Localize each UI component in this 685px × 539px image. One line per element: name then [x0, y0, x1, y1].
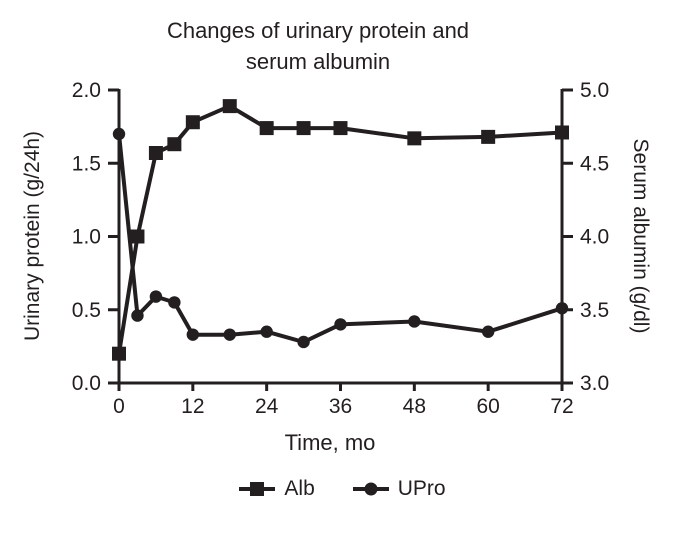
circle-data-marker — [481, 325, 495, 338]
x-tick-label: 60 — [476, 395, 499, 418]
circle-data-marker — [186, 328, 200, 341]
legend-item-alb: Alb — [239, 477, 315, 501]
circle-data-marker — [555, 302, 569, 315]
tick-labels: 0.0 0.5 1.0 1.5 2.0 3.0 3.5 4.0 4.5 5.0 0 12 24 36 48 6… — [72, 79, 609, 418]
y-tick-label-left: 1.5 — [72, 152, 101, 175]
x-tick-label: 24 — [255, 395, 279, 418]
y-tick-label-right: 3.0 — [580, 372, 609, 395]
square-data-marker — [130, 229, 145, 244]
circle-data-marker — [168, 296, 181, 309]
square-data-marker — [185, 115, 200, 130]
square-data-marker — [167, 137, 182, 152]
x-tick-label: 36 — [329, 395, 352, 418]
chart-title: Changes of urinary protein and serum alb… — [166, 18, 470, 74]
x-tick-label: 12 — [181, 395, 204, 418]
circle-data-marker — [131, 309, 144, 322]
circle-data-marker — [408, 315, 421, 328]
circle-data-marker — [260, 325, 273, 338]
y-tick-label-right: 5.0 — [580, 79, 609, 102]
square-marker-icon — [239, 482, 276, 496]
circle-marker-icon — [352, 482, 389, 496]
square-data-marker — [112, 346, 126, 361]
legend-label-alb: Alb — [284, 477, 315, 500]
series-upro — [112, 127, 569, 349]
square-data-marker — [407, 131, 422, 146]
x-tick-label: 48 — [403, 395, 426, 418]
y-tick-label-right: 4.0 — [580, 226, 609, 249]
x-axis-label: Time, mo — [284, 430, 376, 455]
x-tick-label: 0 — [113, 395, 125, 418]
y-tick-label-right: 4.5 — [580, 152, 609, 175]
square-data-marker — [481, 129, 496, 144]
legend-item-upro: UPro — [352, 477, 446, 501]
square-data-marker — [148, 145, 163, 160]
circle-data-marker — [149, 290, 163, 303]
series-alb-line — [117, 103, 563, 355]
circle-data-marker — [334, 318, 347, 331]
y-tick-label-left: 2.0 — [72, 79, 101, 102]
y-tick-label-left: 0.0 — [72, 372, 101, 395]
y-axis-label-left: Urinary protein (g/24h) — [21, 130, 44, 342]
square-data-marker — [222, 99, 237, 114]
circle-data-marker — [112, 127, 126, 141]
square-data-marker — [555, 125, 569, 140]
x-tick-label: 72 — [550, 395, 573, 418]
y-tick-label-left: 0.5 — [72, 299, 101, 322]
y-tick-label-right: 3.5 — [580, 299, 609, 322]
series-upro-line — [117, 133, 563, 345]
circle-data-marker — [223, 328, 236, 341]
series-alb — [112, 99, 569, 361]
legend: Alb UPro — [0, 477, 685, 501]
legend-label-upro: UPro — [397, 477, 446, 500]
square-data-marker — [333, 121, 348, 136]
y-tick-label-left: 1.0 — [72, 226, 101, 249]
square-data-marker — [296, 121, 311, 136]
circle-data-marker — [297, 335, 310, 349]
square-data-marker — [259, 121, 274, 136]
y-axis-label-right: Serum albumin (g/dl) — [629, 138, 652, 334]
